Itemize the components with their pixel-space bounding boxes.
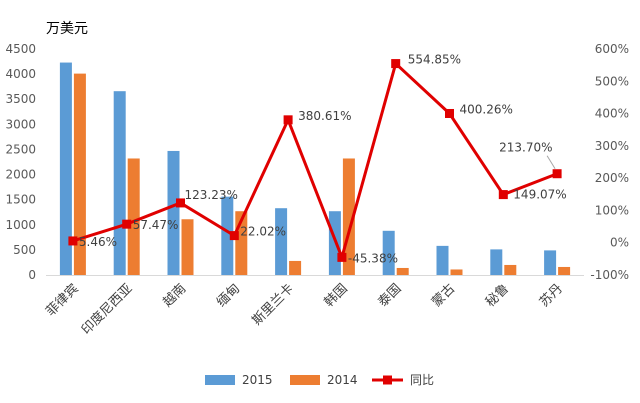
marker-同比-缅甸: [229, 231, 239, 241]
data-label-苏丹: 213.70%: [499, 141, 552, 155]
x-tick-label-印度尼西亚: 印度尼西亚: [78, 281, 135, 338]
line-layer: [68, 59, 562, 262]
y-right-tick-label: 0%: [610, 236, 629, 250]
marker-同比-印度尼西亚: [122, 219, 132, 229]
marker-同比-菲律宾: [68, 236, 78, 246]
data-label-缅甸: 22.02%: [240, 225, 286, 239]
y-left-tick-label: 4000: [5, 67, 36, 81]
y-right-tick-label: 100%: [595, 203, 629, 217]
x-tick-label-秘鲁: 秘鲁: [483, 281, 512, 310]
data-label-layer: 5.46% 57.47% 123.23% 22.02% 380.61% -45.38% 55…: [79, 53, 567, 266]
bar-2014-越南: [181, 219, 194, 275]
y-right-tick-label: 500%: [595, 74, 629, 88]
y-right-tick-label: -100%: [590, 268, 629, 282]
marker-同比-韩国: [337, 252, 347, 262]
bar-2015-菲律宾: [59, 62, 72, 276]
data-label-秘鲁: 149.07%: [513, 188, 566, 202]
bar-2015-秘鲁: [490, 249, 503, 275]
x-tick-label-韩国: 韩国: [322, 281, 351, 310]
bar-2015-苏丹: [544, 250, 557, 275]
data-label-斯里兰卡: 380.61%: [298, 109, 351, 123]
bar-2014-斯里兰卡: [289, 260, 302, 275]
data-label-泰国: 554.85%: [408, 53, 461, 67]
y-left-tick-label: 3000: [5, 117, 36, 131]
bar-2014-印度尼西亚: [127, 158, 140, 275]
line-同比: [72, 62, 558, 259]
x-tick-label-苏丹: 苏丹: [536, 281, 566, 311]
bar-2015-缅甸: [221, 196, 234, 275]
bar-2014-秘鲁: [504, 264, 517, 275]
data-label-菲律宾: 5.46%: [79, 235, 117, 249]
legend-swatch-2015: [205, 375, 235, 385]
bar-2014-菲律宾: [73, 73, 86, 275]
y-left-tick-label: 3500: [5, 92, 36, 106]
y-left-tick-label: 0: [28, 268, 36, 282]
x-tick-label-缅甸: 缅甸: [214, 281, 243, 310]
x-tick-label-泰国: 泰国: [376, 281, 405, 310]
bar-2014-苏丹: [558, 266, 571, 275]
marker-同比-苏丹: [552, 169, 562, 179]
y-left-tick-label: 500: [13, 243, 36, 257]
marker-同比-蒙古: [445, 108, 454, 118]
x-tick-label-越南: 越南: [160, 281, 190, 311]
marker-同比-斯里兰卡: [283, 115, 293, 125]
bar-layer: [59, 62, 571, 276]
y-left-tick-label: 1500: [5, 193, 36, 207]
bar-2015-蒙古: [436, 245, 449, 275]
legend-label-2015: 2015: [242, 373, 273, 387]
y-right-tick-label: 300%: [595, 139, 629, 153]
x-tick-label-菲律宾: 菲律宾: [43, 281, 82, 320]
bar-2015-越南: [167, 150, 180, 275]
data-label-leader-line: [546, 155, 556, 169]
bar-2015-斯里兰卡: [275, 208, 288, 275]
bar-2014-蒙古: [450, 269, 463, 275]
legend: 2015 2014 同比: [205, 373, 434, 387]
data-label-韩国: -45.38%: [348, 251, 398, 265]
y-axis-unit-label: 万美元: [46, 21, 88, 37]
axes-layer: 万美元 0 500 1000 1500 2000 2500 3000 3500 4000 4500 -…: [5, 21, 629, 338]
y-left-tick-label: 1000: [5, 218, 36, 232]
marker-同比-秘鲁: [498, 190, 508, 200]
marker-同比-泰国: [391, 59, 401, 69]
bar-2015-泰国: [382, 230, 395, 275]
data-label-蒙古: 400.26%: [460, 102, 513, 116]
y-right-tick-label: 600%: [595, 42, 629, 56]
data-label-越南: 123.23%: [185, 188, 238, 202]
legend-label-2014: 2014: [327, 373, 358, 387]
y-right-tick-label: 200%: [595, 171, 629, 185]
legend-label-同比: 同比: [410, 373, 434, 387]
y-right-tick-label: 400%: [595, 107, 629, 121]
legend-swatch-2014: [290, 375, 320, 385]
bar-2015-印度尼西亚: [113, 91, 126, 275]
marker-同比-越南: [176, 198, 185, 208]
x-tick-label-斯里兰卡: 斯里兰卡: [250, 281, 297, 328]
y-left-tick-label: 2000: [5, 168, 36, 182]
legend-marker-同比: [383, 375, 392, 385]
y-left-tick-label: 2500: [5, 142, 36, 156]
bar-2014-泰国: [396, 267, 409, 275]
data-label-印度尼西亚: 57.47%: [133, 218, 179, 232]
x-tick-label-蒙古: 蒙古: [429, 281, 458, 310]
y-left-tick-label: 4500: [5, 42, 36, 56]
